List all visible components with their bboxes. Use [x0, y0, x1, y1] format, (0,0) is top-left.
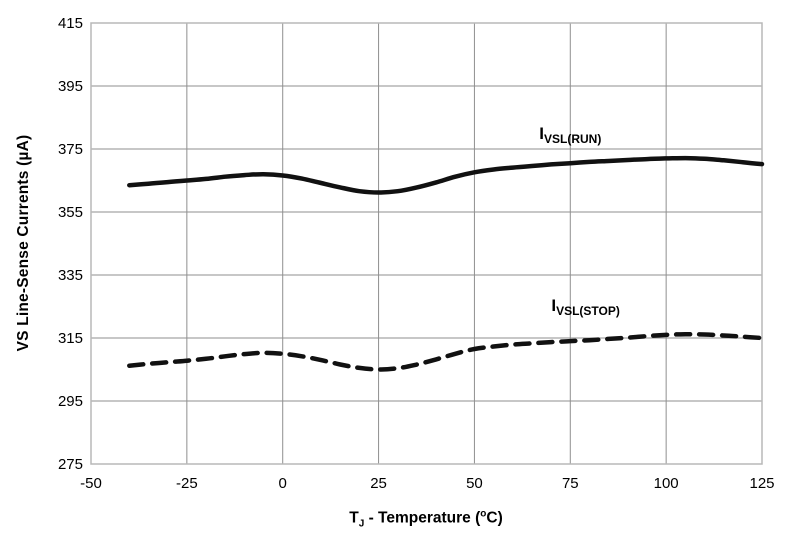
x-tick-label: 50: [466, 475, 483, 492]
x-tick-label: 0: [279, 475, 287, 492]
x-axis-title-subscript: J: [358, 518, 365, 530]
series-label-stop-sub: VSL(STOP): [556, 303, 620, 318]
y-tick-label: 395: [58, 78, 83, 95]
series-label-run: IVSL(RUN): [539, 124, 601, 146]
x-tick-label: 100: [654, 475, 679, 492]
y-tick-label: 335: [58, 267, 83, 284]
series-line-stop: [127, 331, 765, 372]
series-label-run-sub: VSL(RUN): [543, 132, 602, 147]
x-axis-title: TJ - Temperature (oC): [349, 508, 503, 529]
x-tick-label: 125: [749, 475, 774, 492]
y-axis-title: VS Line-Sense Currents (µA): [15, 134, 32, 352]
series-label-stop-main: I: [551, 295, 557, 315]
y-tick-label: 355: [58, 204, 83, 221]
y-tick-label: 415: [58, 15, 83, 32]
x-tick-label: 25: [370, 475, 387, 492]
x-axis-title-end: C): [486, 509, 503, 527]
series-label-run-main: I: [539, 123, 544, 143]
x-tick-label: 75: [562, 475, 579, 492]
x-tick-label: -50: [80, 475, 102, 492]
x-tick-label: -25: [176, 475, 198, 492]
y-tick-label: 275: [58, 456, 83, 473]
x-axis-title-mid: - Temperature (: [364, 509, 481, 527]
y-tick-label: 295: [58, 393, 83, 410]
series-label-stop: IVSL(STOP): [551, 295, 620, 317]
plot-border: [90, 22, 763, 465]
y-tick-label: 315: [58, 330, 83, 347]
y-tick-label: 375: [58, 141, 83, 158]
series-line-run: [127, 155, 765, 195]
x-axis-title-superscript: o: [480, 508, 487, 520]
x-axis-title-main: T: [349, 509, 359, 527]
